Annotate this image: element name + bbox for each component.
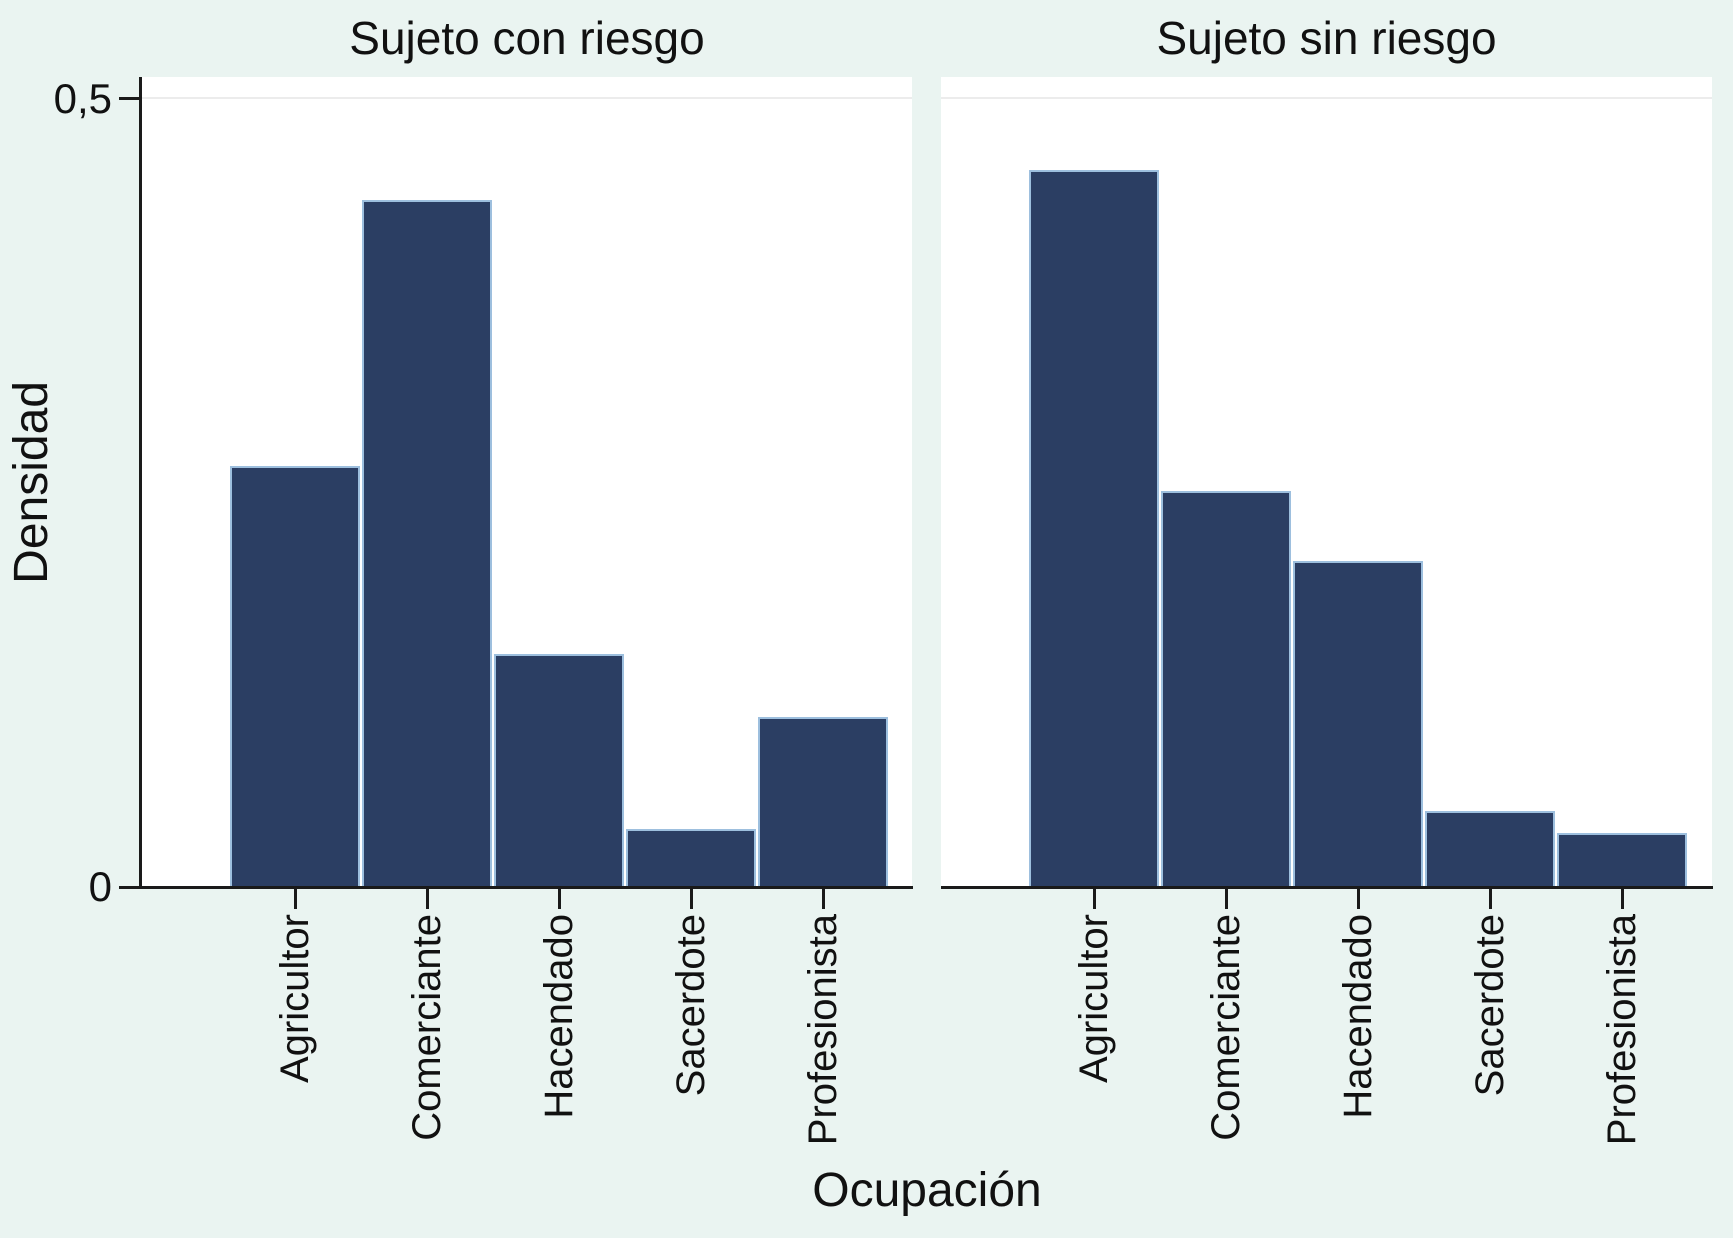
x-tick-profesionista-panel2	[1620, 888, 1624, 909]
bar-agricultor-panel1	[230, 466, 360, 887]
x-label-profesionista-panel2: Profesionista	[1600, 914, 1644, 1146]
bar-hacendado-panel2	[1293, 561, 1423, 887]
x-axis-line-right	[941, 886, 1713, 889]
x-axis-line-left	[139, 886, 913, 889]
y-tick-mark-0	[119, 886, 139, 889]
gridline-0-5-left	[142, 97, 912, 99]
x-label-hacendado-panel2: Hacendado	[1336, 914, 1380, 1119]
plot-area-left	[142, 77, 912, 887]
bar-comerciante-panel1	[362, 200, 492, 887]
x-tick-comerciante-panel1	[425, 888, 429, 909]
bar-profesionista-panel2	[1557, 833, 1687, 887]
bar-profesionista-panel1	[758, 717, 888, 887]
y-axis-title-wrap: Densidad	[0, 77, 62, 887]
x-label-comerciante-panel1: Comerciante	[405, 914, 449, 1141]
x-label-sacerdote-panel1: Sacerdote	[669, 914, 713, 1097]
y-tick-mark-0-5	[119, 97, 139, 100]
x-label-comerciante-panel2: Comerciante	[1204, 914, 1248, 1141]
bar-sacerdote-panel1	[626, 829, 756, 887]
x-label-agricultor-panel1: Agricultor	[273, 914, 317, 1083]
panel-title-sujeto-con-riesgo: Sujeto con riesgo	[349, 12, 705, 64]
bar-hacendado-panel1	[494, 654, 624, 887]
y-axis-line	[139, 77, 142, 889]
x-tick-sacerdote-panel1	[689, 888, 693, 909]
x-axis-title: Ocupación	[812, 1164, 1042, 1217]
y-axis-title: Densidad	[4, 380, 58, 584]
gridline-0-5-right	[941, 97, 1712, 99]
x-tick-hacendado-panel2	[1356, 888, 1360, 909]
bar-agricultor-panel2	[1029, 170, 1159, 887]
x-tick-hacendado-panel1	[557, 888, 561, 909]
x-tick-agricultor-panel1	[293, 888, 297, 909]
x-label-hacendado-panel1: Hacendado	[537, 914, 581, 1119]
x-label-agricultor-panel2: Agricultor	[1072, 914, 1116, 1083]
bar-sacerdote-panel2	[1425, 811, 1555, 887]
y-tick-label-0-5: 0,5	[53, 75, 112, 122]
x-tick-sacerdote-panel2	[1488, 888, 1492, 909]
x-label-profesionista-panel1: Profesionista	[801, 914, 845, 1146]
x-tick-agricultor-panel2	[1092, 888, 1096, 909]
x-tick-comerciante-panel2	[1224, 888, 1228, 909]
plot-area-right	[941, 77, 1712, 887]
panel-title-sujeto-sin-riesgo: Sujeto sin riesgo	[1156, 12, 1497, 64]
x-tick-profesionista-panel1	[821, 888, 825, 909]
bar-comerciante-panel2	[1161, 491, 1291, 887]
x-label-sacerdote-panel2: Sacerdote	[1468, 914, 1512, 1097]
y-tick-label-0: 0	[88, 863, 112, 910]
